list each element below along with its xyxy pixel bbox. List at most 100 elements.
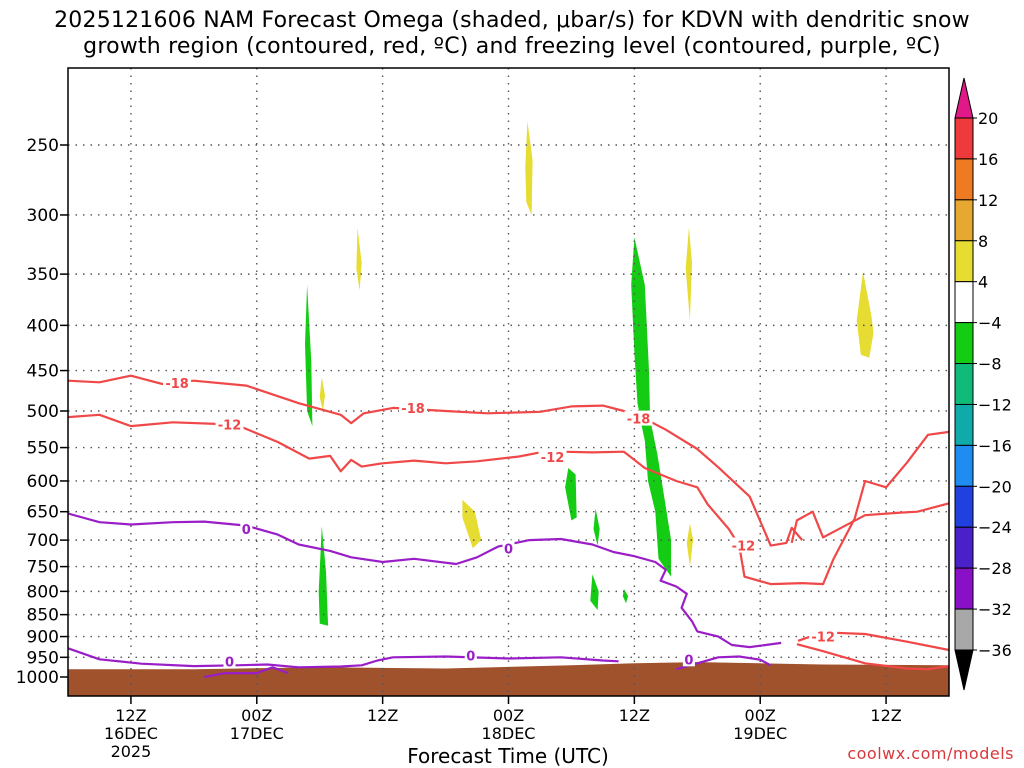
colorbar-bin xyxy=(954,526,974,569)
contour-label-bg xyxy=(215,416,244,432)
colorbar-label: −12 xyxy=(978,395,1012,414)
contour-label: -12 xyxy=(541,451,565,466)
colorbar-legend: 20 16 12 8 4 −4 −8 −12 −16 −20 −24 −28 −32 −36 xyxy=(954,77,1012,691)
contour-purple xyxy=(67,512,782,649)
colorbar-label: 4 xyxy=(978,273,988,292)
terrain-layer xyxy=(68,662,949,696)
colorbar-label: 16 xyxy=(978,150,998,169)
x-tick-label: 12Z xyxy=(870,706,901,725)
y-tick-label: 1000 xyxy=(16,668,59,688)
contour-label-bg xyxy=(163,375,192,391)
colorbar-label: −16 xyxy=(978,436,1012,455)
contour-label: -12 xyxy=(218,419,242,434)
contour-red xyxy=(796,643,950,671)
contour-label-bg xyxy=(502,540,515,556)
colorbar-label: 12 xyxy=(978,191,998,210)
contour-label: 0 xyxy=(242,523,251,538)
omega-area-green xyxy=(622,589,629,604)
contour-purple xyxy=(204,666,289,679)
contour-red xyxy=(790,502,950,544)
contour-red xyxy=(67,413,950,586)
contour-label-bg xyxy=(399,399,428,415)
colorbar-bin xyxy=(954,322,974,365)
colorbar-label: −24 xyxy=(978,518,1012,537)
contour-label-bg xyxy=(464,647,477,663)
chart-title-line1: 2025121606 NAM Forecast Omega (shaded, μ… xyxy=(54,8,970,33)
colorbar-bin xyxy=(954,117,974,160)
y-tick-label: 600 xyxy=(27,472,59,492)
colorbar-bin xyxy=(954,199,974,242)
colorbar-label: −4 xyxy=(978,314,1002,333)
omega-area-yellow xyxy=(356,227,362,291)
contour-label-bg xyxy=(729,537,758,553)
contour-label: -12 xyxy=(811,631,835,646)
y-tick-label: 750 xyxy=(27,558,59,578)
contour-label: 0 xyxy=(225,655,234,670)
colorbar-label: −20 xyxy=(978,477,1012,496)
colorbar-label: −32 xyxy=(978,600,1012,619)
colorbar-bin xyxy=(954,240,974,283)
colorbar-bin xyxy=(954,403,974,446)
contour-label: 0 xyxy=(684,653,693,668)
y-tick-label: 700 xyxy=(27,531,59,551)
colorbar-bin xyxy=(954,363,974,405)
colorbar-label: −8 xyxy=(978,355,1002,374)
terrain-fill xyxy=(68,662,949,696)
omega-shading-layer xyxy=(305,121,874,626)
x-axis-title: Forecast Time (UTC) xyxy=(407,744,609,768)
colorbar-bin xyxy=(954,158,974,201)
y-tick-label: 450 xyxy=(27,362,59,382)
colorbar-label: −28 xyxy=(978,559,1012,578)
contour-label-bg xyxy=(240,520,253,536)
omega-area-yellow xyxy=(686,523,694,567)
y-axis: 2503003504004505005506006507007508008509… xyxy=(16,136,68,688)
contour-label: 0 xyxy=(504,542,513,557)
contour-label-bg xyxy=(682,651,695,667)
y-tick-label: 300 xyxy=(27,206,59,226)
omega-area-green xyxy=(590,574,599,611)
omega-area-green xyxy=(593,508,600,546)
omega-area-yellow xyxy=(856,271,874,358)
contour-label: 0 xyxy=(466,649,475,664)
contour-label-bg xyxy=(809,628,838,644)
colorbar-bin xyxy=(954,444,974,487)
contour-labels: -18 -18 -18 -12 -12 -12 -12 0 0 0 0 0 xyxy=(163,375,838,670)
x-tick-label: 17DEC xyxy=(230,724,284,743)
x-tick-label: 00Z xyxy=(493,706,524,725)
x-tick-label: 00Z xyxy=(241,706,272,725)
x-tick-label: 16DEC xyxy=(104,724,158,743)
y-tick-label: 850 xyxy=(27,606,59,626)
y-tick-label: 250 xyxy=(27,136,59,156)
omega-area-green xyxy=(565,468,577,521)
x-tick-label: 18DEC xyxy=(482,724,536,743)
contour-purple xyxy=(67,647,619,669)
contour-label: -18 xyxy=(627,413,651,428)
x-tick-label: 12Z xyxy=(115,706,146,725)
y-tick-label: 500 xyxy=(27,402,59,422)
colorbar-label: 8 xyxy=(978,232,988,251)
y-tick-label: 950 xyxy=(27,648,59,668)
x-tick-label: 19DEC xyxy=(733,724,787,743)
credit-link[interactable]: coolwx.com/models xyxy=(847,744,1014,763)
contour-label-bg xyxy=(538,449,567,465)
x-tick-label: 00Z xyxy=(745,706,776,725)
contour-label: -12 xyxy=(732,540,756,555)
omega-area-green xyxy=(318,526,329,626)
y-tick-label: 650 xyxy=(27,503,59,523)
omega-area-green xyxy=(631,237,672,577)
colorbar-bottom-arrow xyxy=(954,649,974,691)
contour-red xyxy=(67,374,804,547)
colorbar-bin xyxy=(954,281,974,324)
colorbar-label: −36 xyxy=(978,641,1012,660)
omega-area-yellow xyxy=(525,121,533,215)
y-tick-label: 550 xyxy=(27,439,59,459)
chart-title-line2: growth region (contoured, red, ºC) and f… xyxy=(83,34,941,59)
colorbar-bin xyxy=(954,608,974,651)
contour-label-bg xyxy=(624,410,653,426)
colorbar-bin xyxy=(954,485,974,528)
colorbar-top-arrow xyxy=(954,77,974,119)
omega-area-yellow xyxy=(685,227,692,321)
x-tick-label: 12Z xyxy=(619,706,650,725)
